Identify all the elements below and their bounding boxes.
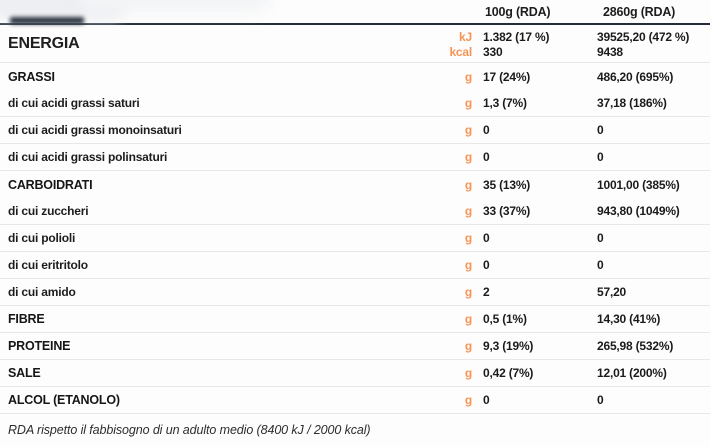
redacted-tab-label: [10, 17, 84, 24]
row-value-2860g: 0: [597, 150, 604, 164]
row-unit: g: [464, 393, 472, 407]
table-row: di cui acidi grassi monoinsaturi g 0 0: [0, 117, 710, 144]
row-value-kj-100g: 1.382 (17 %): [483, 29, 550, 44]
table-row: PROTEINE g 9,3 (19%) 265,98 (532%): [0, 333, 710, 360]
row-label: SALE: [8, 366, 41, 380]
table-row: GRASSI g 17 (24%) 486,20 (695%): [0, 63, 710, 90]
row-value-100g: 0: [483, 150, 490, 164]
row-label: di cui amido: [8, 285, 76, 299]
nutrition-table-page: 100g (RDA) 2860g (RDA) ENERGIA kJ 1.382 …: [0, 0, 710, 437]
row-value-2860g: 943,80 (1049%): [597, 204, 680, 218]
table-header-row: 100g (RDA) 2860g (RDA): [0, 0, 710, 23]
row-value-100g: 33 (37%): [483, 204, 531, 218]
table-row: FIBRE g 0,5 (1%) 14,30 (41%): [0, 306, 710, 333]
row-value-100g: 0: [483, 393, 490, 407]
row-value-2860g: 0: [597, 393, 604, 407]
row-label: di cui acidi grassi monoinsaturi: [8, 123, 182, 137]
row-label: di cui acidi grassi polinsaturi: [8, 150, 168, 164]
row-unit: g: [464, 231, 472, 245]
header-divider: [0, 23, 710, 25]
table-row: di cui acidi grassi polinsaturi g 0 0: [0, 144, 710, 171]
row-value-100g: 35 (13%): [483, 177, 531, 192]
row-value-100g: 0: [483, 258, 490, 272]
row-value-100g: 17 (24%): [483, 69, 531, 84]
row-label: di cui acidi grassi saturi: [8, 96, 140, 110]
row-label: di cui polioli: [8, 231, 76, 245]
row-value-2860g: 0: [597, 123, 604, 137]
row-label: PROTEINE: [8, 339, 71, 353]
table-row: di cui eritritolo g 0 0: [0, 252, 710, 279]
row-unit: g: [464, 339, 472, 353]
row-unit: g: [464, 96, 472, 110]
row-value-kcal-100g: 330: [483, 44, 503, 59]
row-value-2860g: 14,30 (41%): [597, 312, 661, 326]
row-unit: g: [464, 69, 472, 84]
row-unit: g: [464, 123, 472, 137]
row-unit-kcal: kcal: [449, 44, 472, 59]
row-unit: g: [464, 150, 472, 164]
row-value-100g: 0,42 (7%): [483, 366, 534, 380]
row-value-2860g: 12,01 (200%): [597, 366, 667, 380]
row-value-kcal-2860g: 9438: [597, 44, 623, 59]
row-unit: g: [464, 312, 472, 326]
row-label: CARBOIDRATI: [8, 177, 93, 192]
table-row: di cui amido g 2 57,20: [0, 279, 710, 306]
row-value-2860g: 0: [597, 258, 604, 272]
row-unit-kj: kJ: [459, 29, 472, 44]
row-value-100g: 2: [483, 285, 490, 299]
row-label: di cui eritritolo: [8, 258, 88, 272]
row-value-100g: 0: [483, 231, 490, 245]
table-row: CARBOIDRATI g 35 (13%) 1001,00 (385%): [0, 171, 710, 198]
row-value-100g: 0: [483, 123, 490, 137]
energy-row: ENERGIA kJ 1.382 (17 %) 39525,20 (472 %)…: [0, 25, 710, 63]
header-col-2860g: 2860g (RDA): [603, 4, 676, 19]
row-value-2860g: 37,18 (186%): [597, 96, 667, 110]
row-label: ALCOL (ETANOLO): [8, 393, 120, 407]
nutrient-rows: GRASSI g 17 (24%) 486,20 (695%) di cui a…: [0, 63, 710, 414]
table-row: di cui zuccheri g 33 (37%) 943,80 (1049%…: [0, 198, 710, 225]
table-row: di cui acidi grassi saturi g 1,3 (7%) 37…: [0, 90, 710, 117]
table-row: ALCOL (ETANOLO) g 0 0: [0, 387, 710, 414]
row-label: FIBRE: [8, 312, 45, 326]
table-row: di cui polioli g 0 0: [0, 225, 710, 252]
row-value-100g: 1,3 (7%): [483, 96, 527, 110]
row-unit: g: [464, 204, 472, 218]
row-value-100g: 9,3 (19%): [483, 339, 534, 353]
table-row: SALE g 0,42 (7%) 12,01 (200%): [0, 360, 710, 387]
header-col-100g: 100g (RDA): [485, 4, 551, 19]
row-unit: g: [464, 366, 472, 380]
row-value-2860g: 57,20: [597, 285, 627, 299]
row-value-100g: 0,5 (1%): [483, 312, 527, 326]
row-label: di cui zuccheri: [8, 204, 89, 218]
row-value-2860g: 1001,00 (385%): [597, 177, 680, 192]
row-unit: g: [464, 177, 472, 192]
row-value-kj-2860g: 39525,20 (472 %): [597, 29, 690, 44]
row-label: GRASSI: [8, 69, 55, 84]
row-value-2860g: 0: [597, 231, 604, 245]
blur-artifact: [80, 0, 270, 12]
row-unit: g: [464, 258, 472, 272]
row-label: ENERGIA: [8, 34, 80, 52]
row-unit: g: [464, 285, 472, 299]
rda-footnote: RDA rispetto il fabbisogno di un adulto …: [8, 423, 371, 437]
row-value-2860g: 486,20 (695%): [597, 69, 674, 84]
row-value-2860g: 265,98 (532%): [597, 339, 674, 353]
